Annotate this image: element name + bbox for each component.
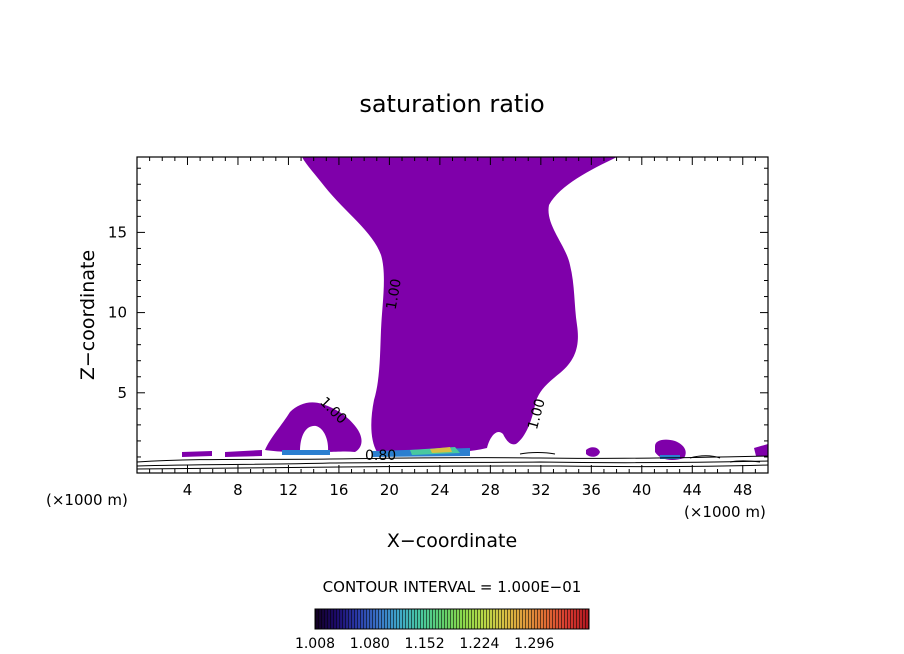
chart-title: saturation ratio [359,90,544,118]
colorbar-tick-label: 1.080 [350,636,390,652]
supersaturated-region-arch [265,402,362,452]
x-tick-label: 4 [183,481,193,499]
high-saturation-band [660,455,680,459]
x-tick-label: 36 [582,481,601,499]
x-tick-label: 44 [683,481,702,499]
x-tick-label: 28 [481,481,500,499]
contour-label-group: 1.001.00 1.000.80 [316,278,549,465]
axis-ticks [137,157,768,473]
y-axis-title: Z−coordinate [77,250,99,380]
x-tick-label: 16 [329,481,348,499]
y-tick-label: 10 [108,304,127,322]
contour-label: 1.00 [525,397,549,431]
contour-lines [137,452,768,470]
x-tick-label: 24 [430,481,449,499]
colorbar-tick-label: 1.224 [459,636,499,652]
supersaturated-patch [655,439,686,460]
x-tick-label: 48 [733,481,752,499]
supersaturated-region-main [302,157,617,454]
supersaturated-patch [225,450,262,457]
colorbar-frame [314,608,590,630]
x-tick-label: 40 [632,481,651,499]
x-tick-label: 32 [531,481,550,499]
supersaturated-patch [182,451,212,457]
high-saturation-band [430,447,452,453]
colorbar-stripes [315,609,589,629]
contour-field [182,157,768,460]
contour-label: 1.00 [384,278,405,311]
colorbar-tick-label: 1.296 [514,636,554,652]
y-tick-label: 15 [108,223,127,241]
x-tick-labels: 4 8 12 16 20 24 28 32 36 40 44 48 [183,481,753,499]
x-tick-label: 12 [279,481,298,499]
x-unit-label-right: (×1000 m) [684,503,766,521]
colorbar-tick-label: 1.152 [405,636,445,652]
x-axis-title: X−coordinate [387,530,517,552]
y-tick-label: 5 [117,384,127,402]
x-unit-label-left: (×1000 m) [46,491,128,509]
x-tick-label: 20 [380,481,399,499]
supersaturated-patch [754,444,768,456]
colorbar-tick-labels: 1.008 1.080 1.152 1.224 1.296 [295,636,554,652]
contour-label: 0.80 [365,448,396,464]
colorbar: 1.008 1.080 1.152 1.224 1.296 [295,608,590,652]
high-saturation-band [282,450,330,455]
y-tick-labels: 5 10 15 [108,223,127,401]
x-tick-label: 8 [233,481,243,499]
supersaturated-patch [586,447,600,457]
colorbar-tick-label: 1.008 [295,636,335,652]
contour-interval-text: CONTOUR INTERVAL = 1.000E−01 [323,578,582,596]
